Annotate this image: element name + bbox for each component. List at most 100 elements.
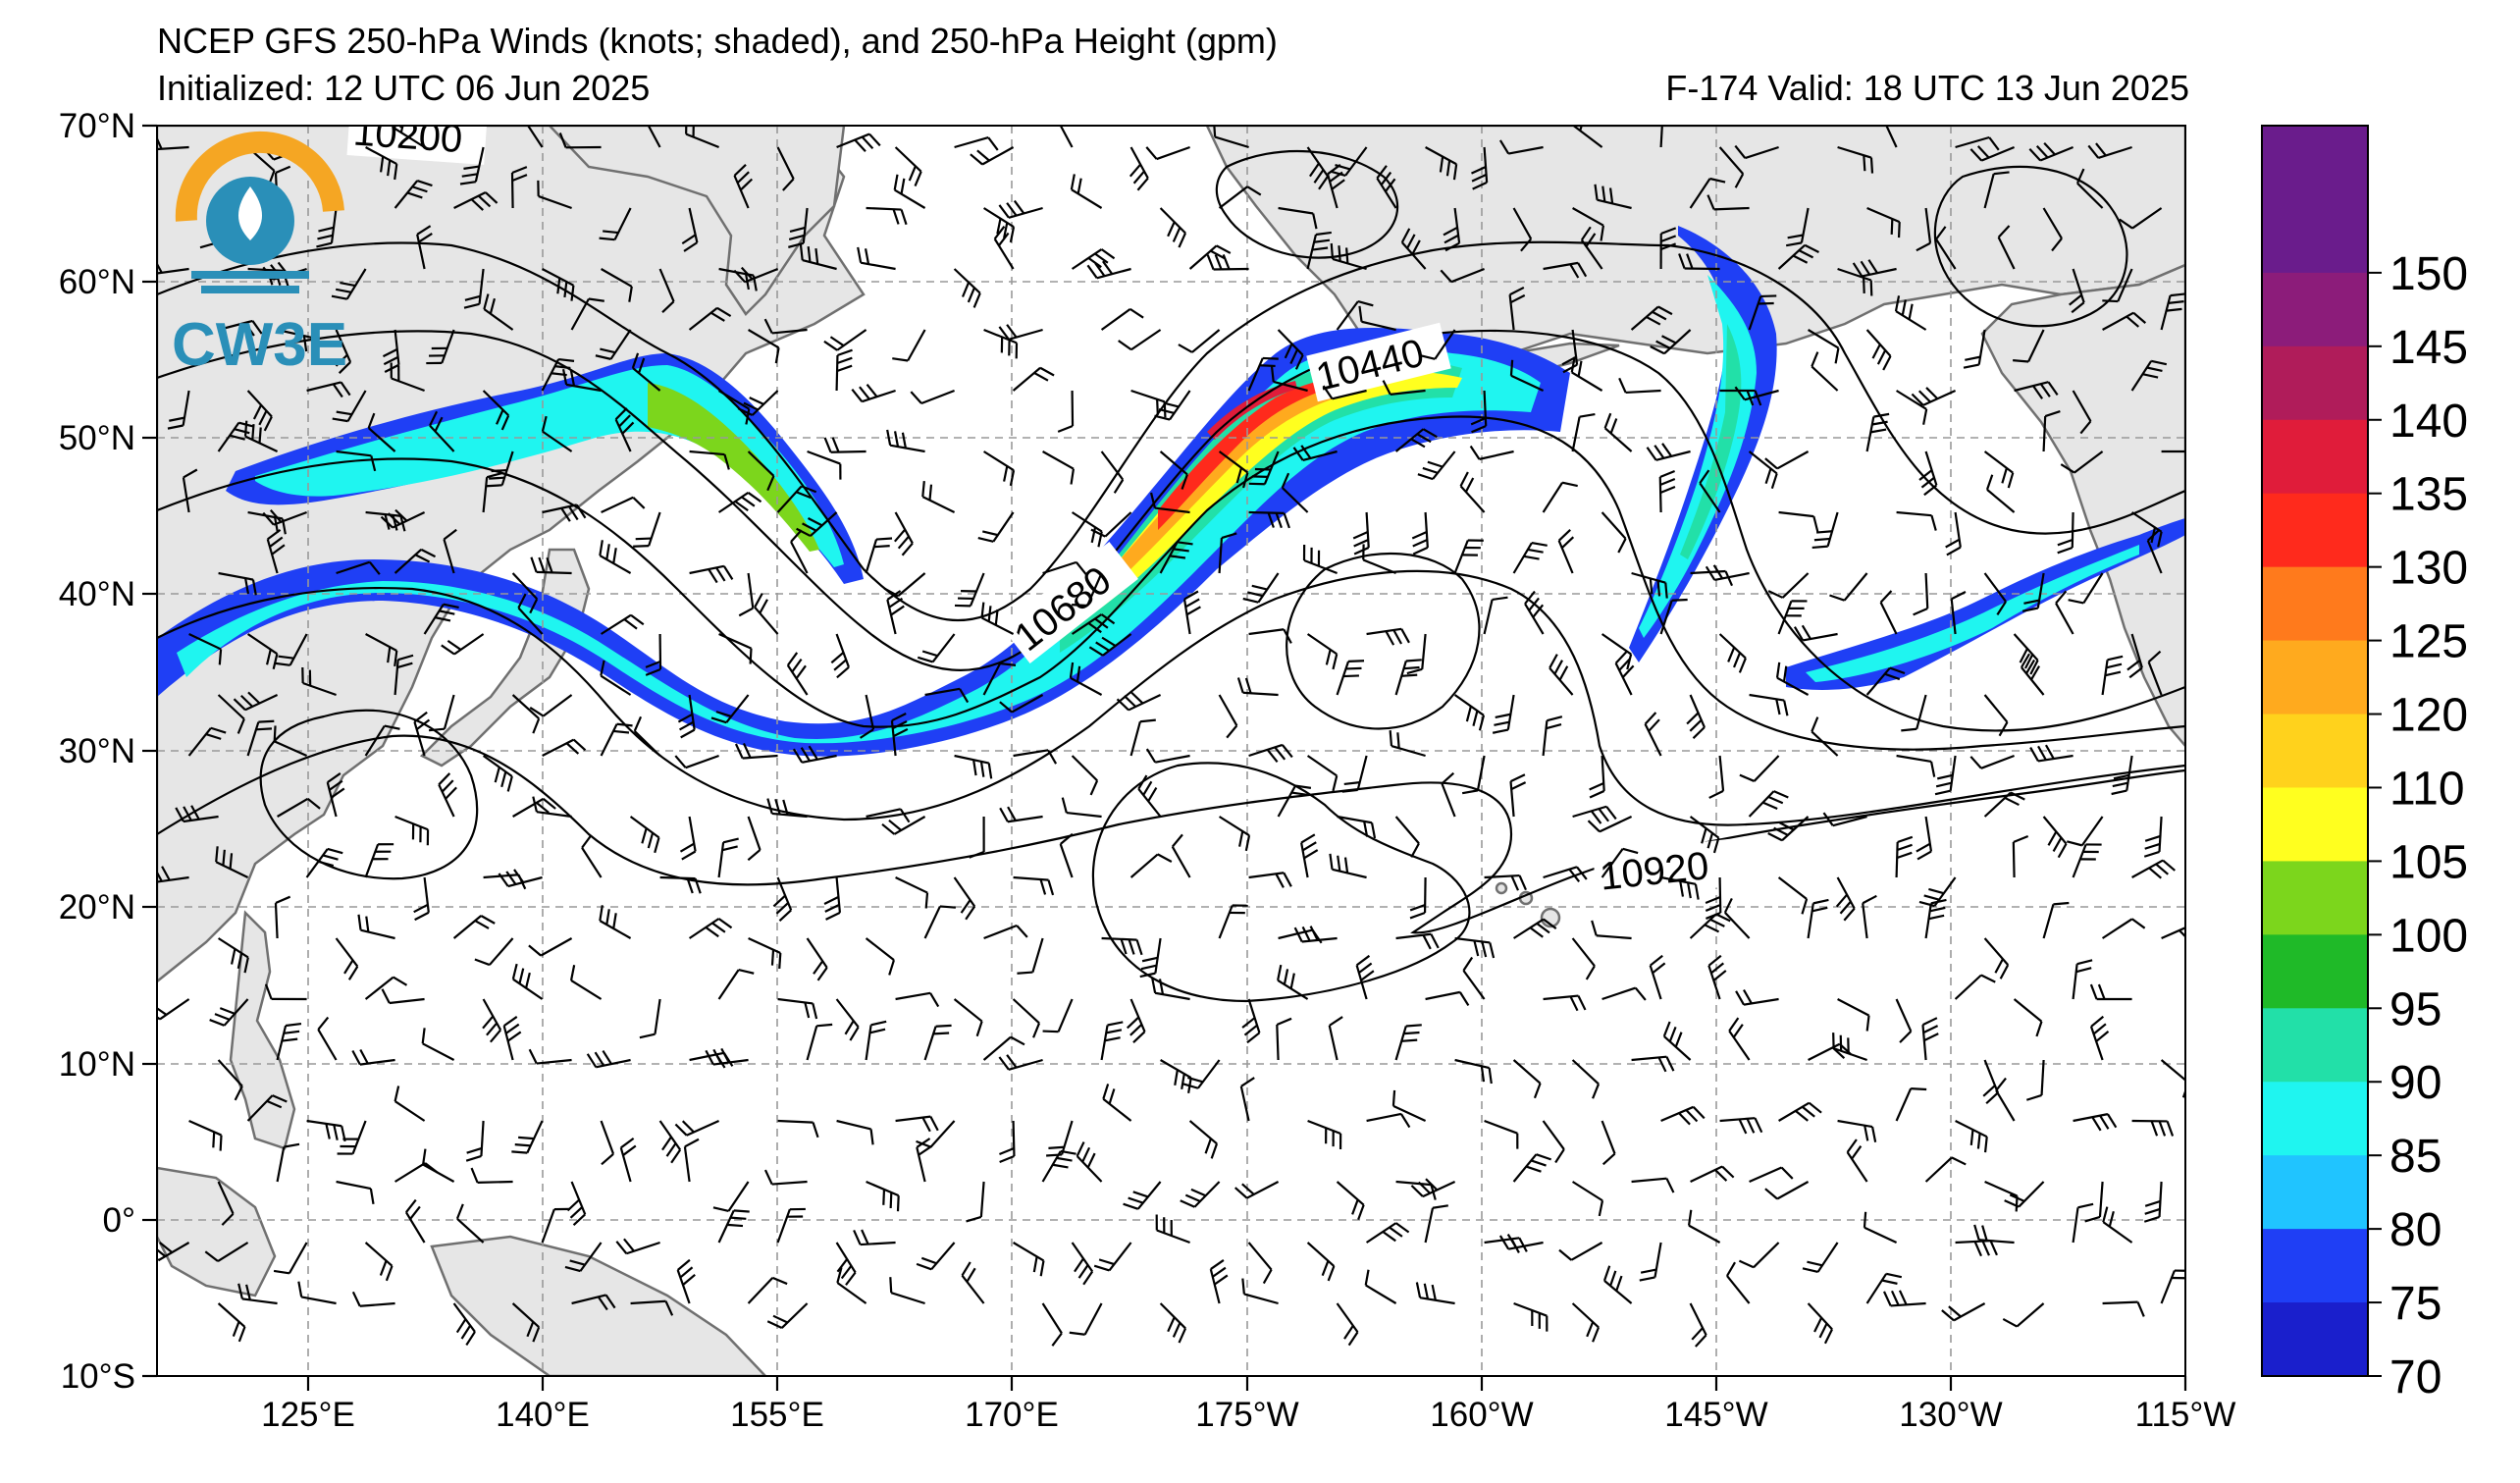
wind-barb <box>1277 964 1309 1000</box>
wind-barb <box>2160 1059 2185 1098</box>
wind-barb <box>601 268 633 302</box>
wind-barb <box>209 998 249 1027</box>
wind-barb <box>528 1048 572 1065</box>
colorbar-label: 90 <box>2389 1057 2441 1109</box>
wind-barb <box>511 1120 544 1154</box>
wind-barb <box>1985 474 2016 513</box>
wind-barb <box>1100 450 1125 494</box>
wind-barb <box>776 146 795 191</box>
wind-barb <box>1778 1101 1822 1122</box>
wind-barb <box>246 1094 288 1122</box>
wind-barb <box>1400 228 1427 270</box>
wind-barb <box>1542 481 1578 513</box>
wind-barb <box>2004 1181 2045 1208</box>
wind-barb <box>335 329 352 374</box>
wind-barb <box>1739 755 1780 782</box>
wind-barb <box>1865 412 1890 452</box>
wind-barb <box>1341 755 1368 793</box>
wind-barb <box>542 738 587 757</box>
colorbar-swatch <box>2262 1302 2368 1377</box>
wind-barb <box>633 715 661 757</box>
wind-barb <box>2002 1302 2045 1328</box>
wind-barb <box>570 297 604 331</box>
wind-barb <box>1247 1242 1273 1285</box>
wind-barb <box>1879 590 1898 635</box>
wind-barb <box>738 572 755 617</box>
wind-barb <box>763 1169 808 1186</box>
wind-barb <box>998 324 1043 341</box>
wind-barb <box>1513 1301 1549 1332</box>
wind-barb <box>1719 1117 1763 1135</box>
wind-barb <box>1277 329 1304 370</box>
wind-barb <box>615 1238 660 1255</box>
wind-barb <box>1248 628 1292 644</box>
wind-barb <box>2111 755 2133 796</box>
wind-barb <box>1461 755 1486 795</box>
wind-barb <box>336 1180 375 1205</box>
wind-barb <box>2042 409 2061 452</box>
wind-barb <box>1093 1242 1132 1272</box>
wind-barb <box>498 869 543 888</box>
wind-barb <box>983 924 1028 940</box>
wind-barb <box>982 450 1016 487</box>
wind-barb <box>865 937 895 976</box>
colorbar-swatch <box>2262 934 2368 1009</box>
colorbar-swatch <box>2262 1008 2368 1083</box>
wind-barb <box>428 694 455 732</box>
wind-barb <box>1614 651 1635 696</box>
wind-barb <box>1954 974 1996 1000</box>
wind-barb <box>1337 815 1377 839</box>
wind-barb <box>262 509 307 526</box>
wind-barb <box>394 179 433 209</box>
wind-barb <box>629 816 660 854</box>
wind-barb <box>1306 633 1339 670</box>
wind-barb <box>1572 805 1617 824</box>
wind-barb <box>1983 171 2010 209</box>
wind-barb <box>1512 1153 1551 1183</box>
wind-barb <box>1424 1204 1448 1244</box>
wind-barb <box>1649 954 1666 1000</box>
wind-barb <box>394 654 414 696</box>
wind-barb <box>1270 365 1308 393</box>
axis-ticks <box>142 124 2187 1391</box>
colorbar-swatch <box>2262 640 2368 715</box>
wind-barb <box>1749 1166 1794 1184</box>
wind-barb <box>1973 1224 2015 1245</box>
colorbar-swatch <box>2262 566 2368 642</box>
wind-barb <box>1865 666 1906 696</box>
wind-barb <box>1159 541 1193 574</box>
wind-barb <box>1352 511 1370 556</box>
wind-barb <box>1678 253 1720 271</box>
wind-barb <box>993 226 1015 270</box>
colorbar-swatch <box>2262 1155 2368 1230</box>
wind-barb <box>1829 572 1868 602</box>
wind-barb <box>2013 998 2043 1037</box>
wind-barb <box>276 1142 300 1183</box>
wind-barb <box>893 511 914 556</box>
wind-barb <box>1213 126 1249 149</box>
wind-barb <box>301 666 337 697</box>
wind-barb <box>1512 1059 1542 1099</box>
wind-barb <box>1601 847 1639 878</box>
wind-barb <box>1322 385 1367 400</box>
wind-barb <box>910 389 955 405</box>
wind-barb <box>2161 450 2185 453</box>
wind-barb <box>1950 590 1967 635</box>
wind-barb <box>413 711 431 757</box>
wind-barb <box>1182 1059 1221 1089</box>
wind-barb <box>1963 329 1986 369</box>
wind-barb <box>600 1120 615 1166</box>
wind-barb <box>316 207 338 248</box>
wind-barb <box>1366 627 1410 646</box>
lon-tick: 130°W <box>1899 1396 2002 1434</box>
wind-barb <box>1601 633 1633 670</box>
wind-barb <box>1764 450 1810 470</box>
wind-barb <box>1660 875 1700 900</box>
wind-barb <box>1924 1156 1967 1183</box>
wind-barb <box>866 808 911 823</box>
colorbar-label: 145 <box>2389 322 2468 374</box>
wind-barb <box>326 772 345 818</box>
wind-barb <box>413 876 430 922</box>
wind-barb <box>718 390 751 425</box>
